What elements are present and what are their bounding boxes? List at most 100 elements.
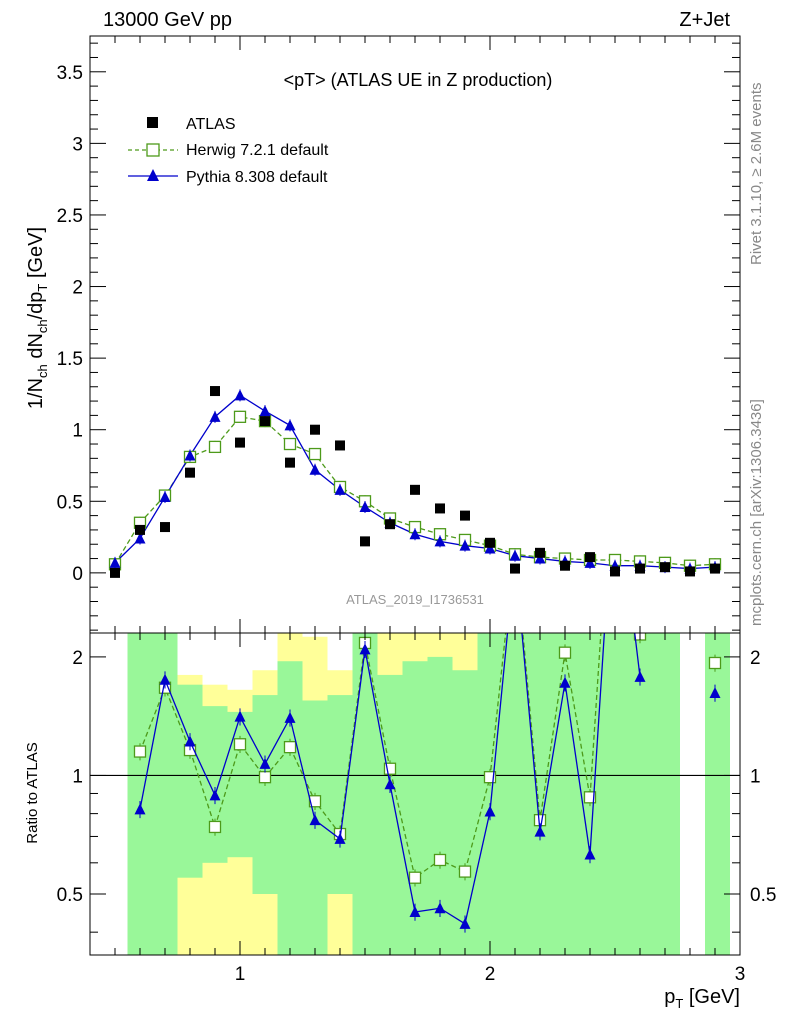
ratio-axis-ticks: 0.5 0.5 1 1 2 2 1 2 3 [57,633,776,985]
pythia-point [184,449,196,461]
ratio-band-green [202,706,228,863]
ratio-band-green [127,633,153,955]
atlas-point [610,566,620,577]
pythia-ratio-point [559,676,571,688]
herwig-ratio-point [308,795,322,808]
ratio-y-tick-label: 2 [72,648,83,669]
atlas-point [310,424,320,435]
pythia-point [359,501,371,513]
atlas-point [385,519,395,530]
atlas-point [185,467,195,478]
pythia-ratio-point [359,643,371,655]
ratio-y-tick-label-right: 0.5 [750,885,776,906]
main-y-tick-label: 0 [72,564,83,585]
atlas-point [685,566,695,577]
ratio-band-green [402,661,428,955]
main-y-tick-label: 3.5 [57,63,83,84]
pythia-point [109,556,121,568]
legend-item-atlas: ATLAS [147,116,236,133]
side-text-rivet: Rivet 3.1.10, ≥ 2.6M events [748,83,765,266]
ratio-band-green [252,695,278,894]
pythia-ratio-point [634,670,646,682]
ratio-band-green [427,656,453,955]
ratio-y-tick-label: 0.5 [57,885,83,906]
pythia-ratio-point [584,848,596,860]
pythia-ratio-point [384,778,396,790]
pythia-point [434,535,446,547]
ratio-y-tick-label-right: 1 [750,766,761,787]
x-tick-label: 2 [485,964,496,985]
pythia-ratio-point [234,710,246,722]
legend: ATLAS Herwig 7.2.1 default Pythia 8.308 … [128,116,329,186]
ratio-band-green [177,684,203,878]
legend-label-pythia: Pythia 8.308 default [186,169,328,186]
main-y-tick-label: 1 [72,421,83,442]
herwig-ratio-point [208,820,222,834]
pythia-ratio-point [484,805,496,817]
pythia-line [114,394,716,570]
pythia-ratio-point [459,917,471,929]
main-y-tick-label: 2.5 [57,206,83,227]
x-axis-label: pT [GeV] [664,986,740,1011]
ratio-band-green [302,700,328,955]
main-y-tick-label: 3 [72,134,83,155]
atlas-point [135,524,145,535]
herwig-ratio-point [133,745,147,758]
atlas-point [410,484,420,495]
ratio-band-green [627,633,653,955]
atlas-point [660,562,670,573]
x-tick-label: 1 [235,964,246,985]
herwig-ratio-point [583,791,597,804]
ratio-band-green [527,633,553,955]
pythia-ratio-point [434,902,446,914]
pythia-point [159,490,171,502]
pythia-ratio-point [709,686,721,698]
ratio-y-tick-label-right: 2 [750,648,761,669]
ratio-band-green [652,633,680,955]
main-y-tick-label: 1.5 [57,349,83,370]
ratio-band-green [377,674,403,955]
atlas-point [585,552,595,563]
ratio-band-green [152,633,178,955]
pythia-ratio-point [209,789,221,801]
ratio-band-green [602,633,628,955]
atlas-point [360,536,370,547]
x-tick-label: 3 [735,964,746,985]
herwig-ratio-point [233,738,247,751]
atlas-point [260,416,270,427]
herwig-ratio-point [433,853,447,867]
pythia-point [459,539,471,551]
ratio-band-green [477,633,503,955]
pythia-ratio-point [134,803,146,815]
herwig-point [208,440,222,454]
atlas-point [235,437,245,448]
legend-label-herwig: Herwig 7.2.1 default [186,142,329,159]
header-right: Z+Jet [679,9,730,31]
ratio-y-tick-label: 1 [72,766,83,787]
herwig-point [308,447,322,461]
pythia-point [234,389,246,401]
herwig-ratio-point [483,771,497,784]
pythia-point [134,532,146,544]
main-y-tick-label: 0.5 [57,492,83,513]
y-axis-label-main-text: 1/Nch dNch/dpT [GeV] [25,227,50,409]
pythia-point [509,549,521,561]
ratio-plot-marks [90,633,740,933]
ratio-band-green [452,670,478,955]
pythia-point [584,556,596,568]
pythia-ratio-point [259,757,271,769]
pythia-point [309,463,321,475]
atlas-point [535,547,545,558]
herwig-ratio-point [408,871,422,884]
ratio-band-green [502,633,528,955]
ratio-panel: 0.5 0.5 1 1 2 2 1 2 3 Ratio to ATLAS pT [GeV] [24,632,776,1011]
herwig-ratio-line [139,633,641,879]
herwig-ratio-point [258,771,272,784]
legend-marker-pythia [147,169,159,181]
y-axis-label-ratio: Ratio to ATLAS [24,742,41,843]
atlas-point [335,440,345,451]
y-axis-label-main: 1/Nch dNch/dpT [GeV] [25,227,50,409]
atlas-point [560,560,570,571]
atlas-point [460,510,470,521]
